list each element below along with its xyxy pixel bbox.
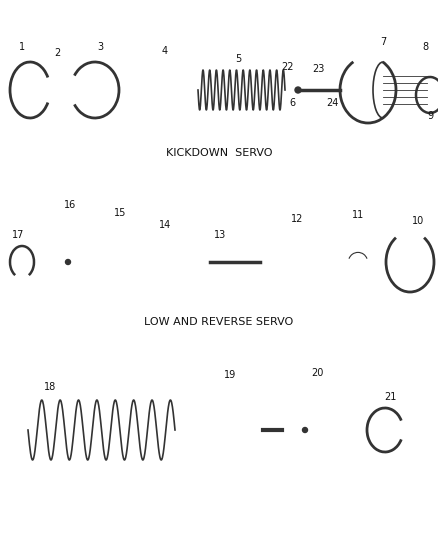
Circle shape: [294, 87, 300, 93]
Text: 20: 20: [310, 368, 322, 378]
Text: 8: 8: [421, 42, 427, 52]
Text: 24: 24: [325, 98, 337, 108]
Circle shape: [302, 427, 307, 432]
Text: 3: 3: [97, 42, 103, 52]
Text: 15: 15: [113, 208, 126, 218]
Bar: [286, 86, 292, 94]
Text: 23: 23: [311, 64, 323, 74]
Text: LOW AND REVERSE SERVO: LOW AND REVERSE SERVO: [144, 317, 293, 327]
Text: 6: 6: [288, 98, 294, 108]
Text: 7: 7: [379, 37, 385, 47]
Circle shape: [65, 260, 71, 264]
Text: 1: 1: [19, 42, 25, 52]
Text: 16: 16: [64, 200, 76, 210]
Text: 17: 17: [12, 230, 24, 240]
Text: 12: 12: [290, 214, 303, 224]
Text: 11: 11: [351, 210, 363, 220]
Text: 19: 19: [223, 370, 236, 380]
Text: 22: 22: [281, 62, 293, 72]
Bar: [382, 62, 426, 118]
Text: 5: 5: [234, 54, 240, 64]
Text: 18: 18: [44, 382, 56, 392]
Text: 2: 2: [54, 48, 60, 58]
Text: KICKDOWN  SERVO: KICKDOWN SERVO: [166, 148, 272, 158]
Text: 10: 10: [411, 216, 423, 226]
Text: 21: 21: [383, 392, 395, 402]
Text: 14: 14: [159, 220, 171, 230]
Text: 9: 9: [426, 111, 432, 121]
Text: 13: 13: [213, 230, 226, 240]
Text: 4: 4: [162, 46, 168, 56]
